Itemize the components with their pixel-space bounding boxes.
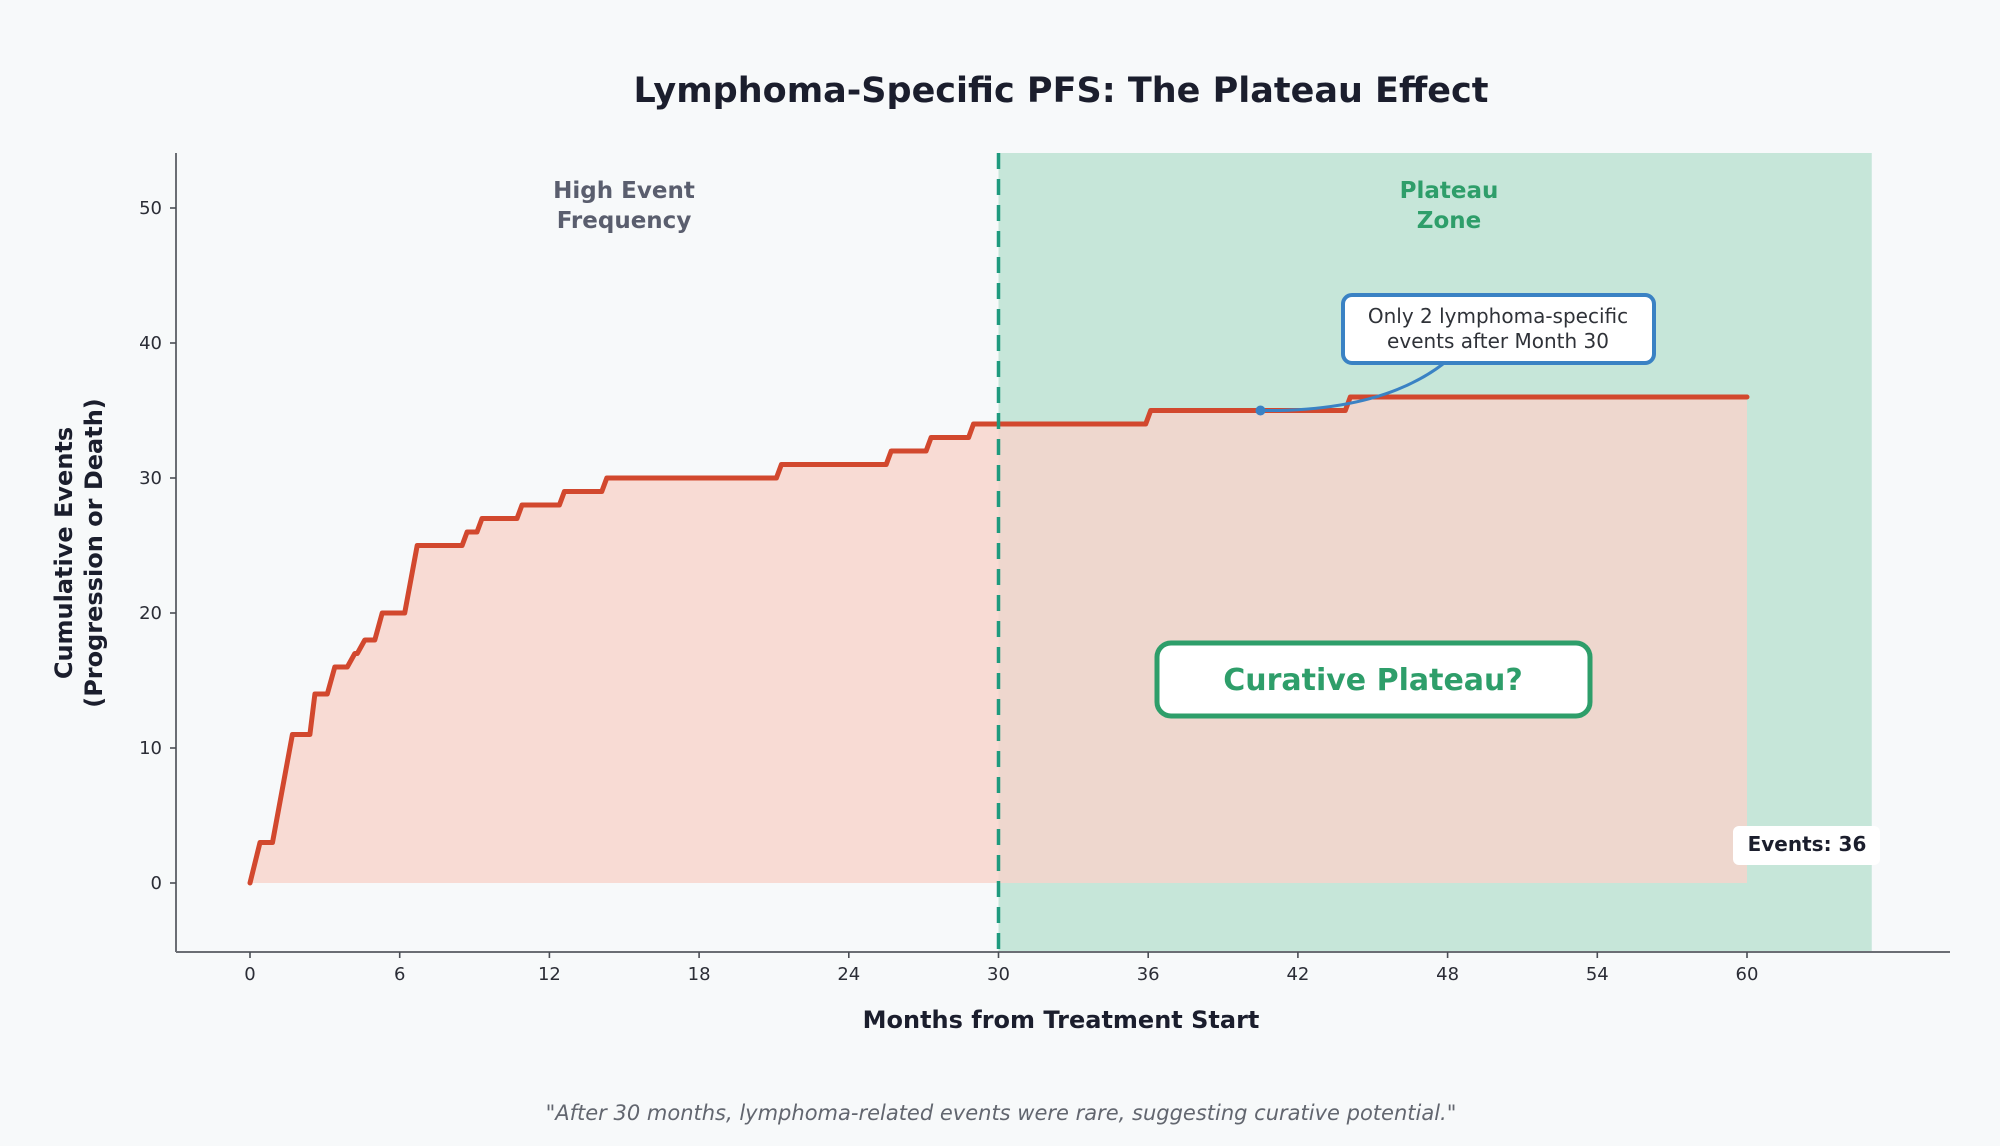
y-axis-label-line2: (Progression or Death) [80,398,108,708]
x-tick-label: 60 [1736,964,1759,985]
x-tick-label: 24 [837,964,860,985]
y-tick-label: 40 [139,333,162,354]
y-tick-label: 10 [139,738,162,759]
high-event-frequency-label-line2: Frequency [557,208,692,234]
callout-text-line1: Only 2 lymphoma-specific [1368,304,1628,328]
chart-title: Lymphoma-Specific PFS: The Plateau Effec… [633,71,1488,111]
x-axis-label: Months from Treatment Start [863,1006,1260,1034]
plateau-zone-label-line2: Zone [1417,208,1481,234]
x-tick-label: 6 [394,964,405,985]
events-label-box [1733,826,1880,865]
y-axis-label-line1: Cumulative Events [50,427,78,679]
y-tick-label: 0 [151,873,162,894]
x-tick-label: 18 [688,964,711,985]
callout-box [1341,293,1656,365]
x-tick-label: 54 [1586,964,1609,985]
x-tick-label: 12 [538,964,561,985]
callout-arrow-head [1255,405,1266,416]
events-label: Events: 36 [1748,832,1867,856]
cumulative-events-line [247,394,1750,886]
caption-quote: "After 30 months, lymphoma-related event… [546,1101,1457,1125]
y-ticks: 0 10 20 30 40 50 [139,198,176,894]
curative-plateau-text: Curative Plateau? [1223,663,1523,698]
y-tick-label: 30 [139,468,162,489]
x-tick-label: 30 [987,964,1010,985]
plateau-zone-label-line1: Plateau [1400,178,1499,204]
y-tick-label: 50 [139,198,162,219]
x-tick-label: 48 [1436,964,1459,985]
callout-text-line2: events after Month 30 [1387,329,1609,353]
x-ticks: 0 6 12 18 24 30 36 42 48 54 60 [244,952,1758,985]
curative-plateau-box [1154,640,1593,719]
callout-arrow [1260,362,1444,413]
x-tick-label: 36 [1137,964,1160,985]
x-tick-label: 42 [1286,964,1309,985]
cumulative-events-area [250,397,1747,883]
x-tick-label: 0 [244,964,255,985]
y-tick-label: 20 [139,603,162,624]
high-event-frequency-label-line1: High Event [553,178,695,204]
